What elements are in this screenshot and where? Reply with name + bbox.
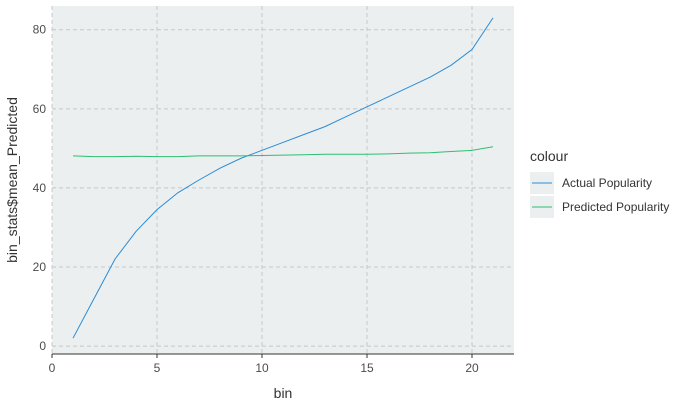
legend-label-1: Actual Popularity [562, 176, 652, 190]
y-tick-label: 60 [33, 102, 47, 116]
x-tick-label: 20 [465, 361, 479, 375]
y-tick-label: 80 [33, 23, 47, 37]
y-axis-ticks: 0 20 40 60 80 [33, 23, 47, 353]
y-tick-label: 40 [33, 181, 47, 195]
legend-label-2: Predicted Popularity [562, 200, 669, 214]
series-line-1 [72, 17, 494, 339]
x-axis-ticks: 0 5 10 15 20 [49, 354, 479, 375]
x-tick-label: 0 [49, 361, 56, 375]
x-tick-label: 10 [255, 361, 269, 375]
y-tick-label: 0 [39, 339, 46, 353]
x-axis-title: bin [274, 385, 293, 401]
x-tick-label: 5 [154, 361, 161, 375]
legend: colour Actual Popularity Predicted Popula… [530, 148, 669, 218]
plot-panel [52, 6, 514, 354]
series-line-2 [72, 146, 494, 158]
y-axis-title: bin_stats$mean_Predicted [4, 97, 20, 263]
series-lines [72, 17, 494, 339]
x-tick-label: 15 [360, 361, 374, 375]
legend-title: colour [530, 148, 568, 164]
y-tick-label: 20 [33, 260, 47, 274]
gridlines [51, 6, 514, 354]
